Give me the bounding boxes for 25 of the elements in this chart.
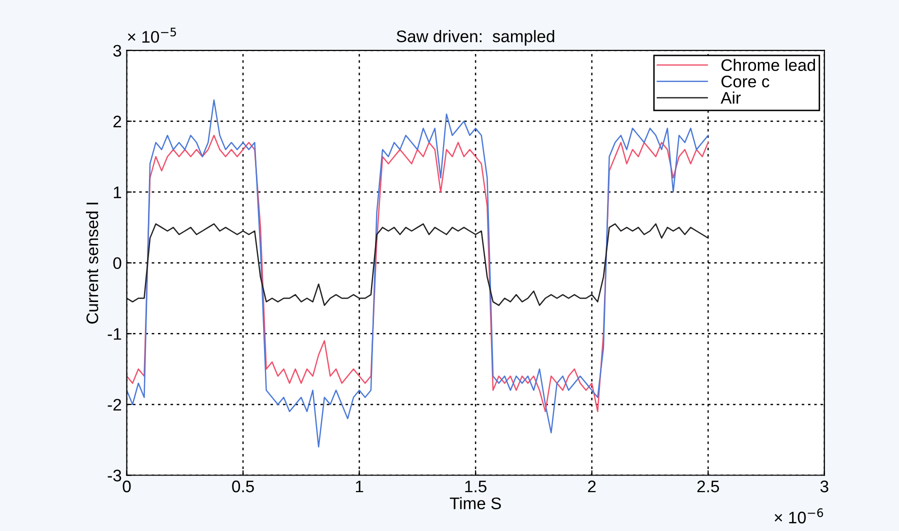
x-axis-title: Time S bbox=[450, 497, 501, 510]
line-series bbox=[126, 223, 709, 306]
x-tick-label: 3 bbox=[820, 480, 828, 492]
x-tick-label: 0.5 bbox=[232, 480, 254, 492]
y-tick-label: 0 bbox=[113, 257, 122, 270]
y-tick-label: -3 bbox=[108, 470, 122, 482]
y-tick-label: 2 bbox=[113, 116, 122, 128]
x-tick-label: 2.5 bbox=[697, 480, 719, 492]
legend-label: Air bbox=[720, 92, 741, 104]
y-tick-label: -1 bbox=[108, 328, 122, 340]
chart-title: Saw driven: sampled bbox=[396, 30, 554, 46]
x-tick-label: 0 bbox=[122, 480, 131, 492]
line-series bbox=[126, 134, 709, 412]
x-tick-label: 1 bbox=[356, 480, 364, 492]
line-series bbox=[126, 99, 709, 448]
text: × 10$^{−6}$ bbox=[774, 508, 824, 524]
legend-label: Chrome lead bbox=[721, 58, 815, 72]
y-axis-title: Current sensed I bbox=[86, 202, 98, 324]
x-tick-label: 1.5 bbox=[465, 480, 486, 492]
y-tick-label: 1 bbox=[114, 186, 122, 198]
legend-label: Core c bbox=[721, 76, 770, 88]
x-tick-label: 2 bbox=[588, 480, 596, 492]
y-tick-label: -2 bbox=[108, 398, 122, 410]
text: × 10$^{−5}$ bbox=[128, 28, 176, 43]
y-tick-label: 3 bbox=[113, 44, 122, 57]
